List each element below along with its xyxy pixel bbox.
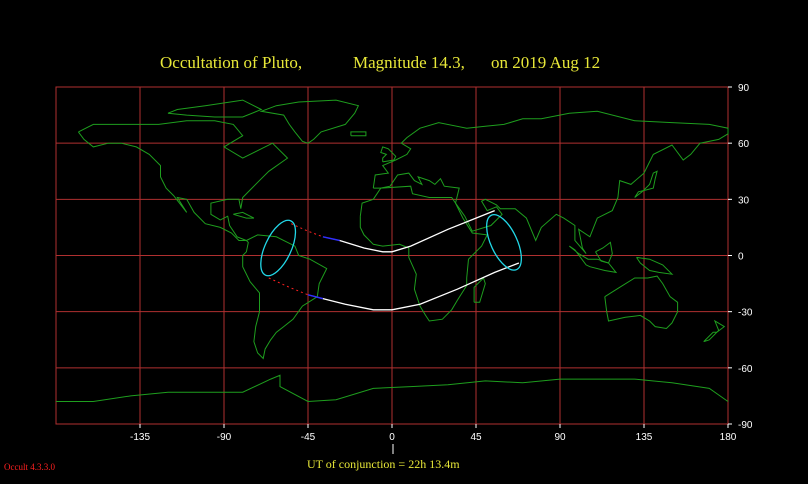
coastline-indonesia xyxy=(568,245,618,274)
x-tick-label: -90 xyxy=(217,432,232,443)
south-limit-dashed xyxy=(268,277,324,300)
x-tick-label: 90 xyxy=(554,432,566,443)
south-limit-line xyxy=(322,262,520,311)
title-object: Occultation of Pluto, xyxy=(160,53,302,72)
shadow-ellipse-west xyxy=(260,219,297,277)
y-tick-label: 30 xyxy=(738,195,750,206)
south-limit-twilight xyxy=(307,294,324,300)
north-limit-dashed xyxy=(290,223,340,241)
x-tick-label: 135 xyxy=(636,432,653,443)
x-tick-label: 45 xyxy=(470,432,482,443)
x-tick-label: 0 xyxy=(389,432,395,443)
version-label: Occult 4.3.3.0 xyxy=(4,462,55,472)
y-tick-label: 0 xyxy=(738,252,744,263)
y-tick-label: -30 xyxy=(738,308,753,319)
graticule xyxy=(56,87,728,424)
y-tick-label: -60 xyxy=(738,364,753,375)
coastline-new-guinea xyxy=(636,256,674,275)
north-limit-line xyxy=(339,209,495,253)
coastline-new-zealand xyxy=(703,319,726,343)
coastline-greenland xyxy=(259,99,360,144)
occultation-track xyxy=(260,209,522,311)
y-tick-label: -90 xyxy=(738,420,753,431)
latitude-tick-labels: 90 60 30 0 -30 -60 -90 xyxy=(728,83,753,431)
x-tick-label: -45 xyxy=(301,432,316,443)
coastline-madagascar xyxy=(473,277,486,303)
coastlines xyxy=(56,99,729,403)
coastline-cuba xyxy=(233,211,255,219)
ut-conjunction-label: UT of conjunction = 22h 13.4m xyxy=(307,457,460,471)
title-date: on 2019 Aug 12 xyxy=(491,53,600,72)
x-tick-label: 180 xyxy=(720,432,737,443)
coastline-iceland xyxy=(350,131,367,137)
coastline-eurasia xyxy=(372,110,729,254)
north-limit-twilight xyxy=(322,236,340,242)
longitude-tick-labels: -135 -90 -45 0 45 90 135 180 xyxy=(130,424,737,443)
coastline-borneo xyxy=(595,241,613,264)
coastline-britain xyxy=(380,146,397,163)
title-magnitude: Magnitude 14.3, xyxy=(353,53,465,72)
coastline-arctic-islands xyxy=(167,99,263,118)
coastline-antarctica xyxy=(56,374,729,403)
coastline-africa xyxy=(359,185,488,322)
coastline-south-america xyxy=(242,234,328,360)
coastline-japan xyxy=(634,170,658,198)
shadow-ellipse-east xyxy=(486,214,522,271)
x-tick-label: -135 xyxy=(130,432,150,443)
coastline-australia xyxy=(604,275,679,330)
y-tick-label: 90 xyxy=(738,83,750,94)
coastline-north-america xyxy=(77,120,289,241)
y-tick-label: 60 xyxy=(738,139,750,150)
